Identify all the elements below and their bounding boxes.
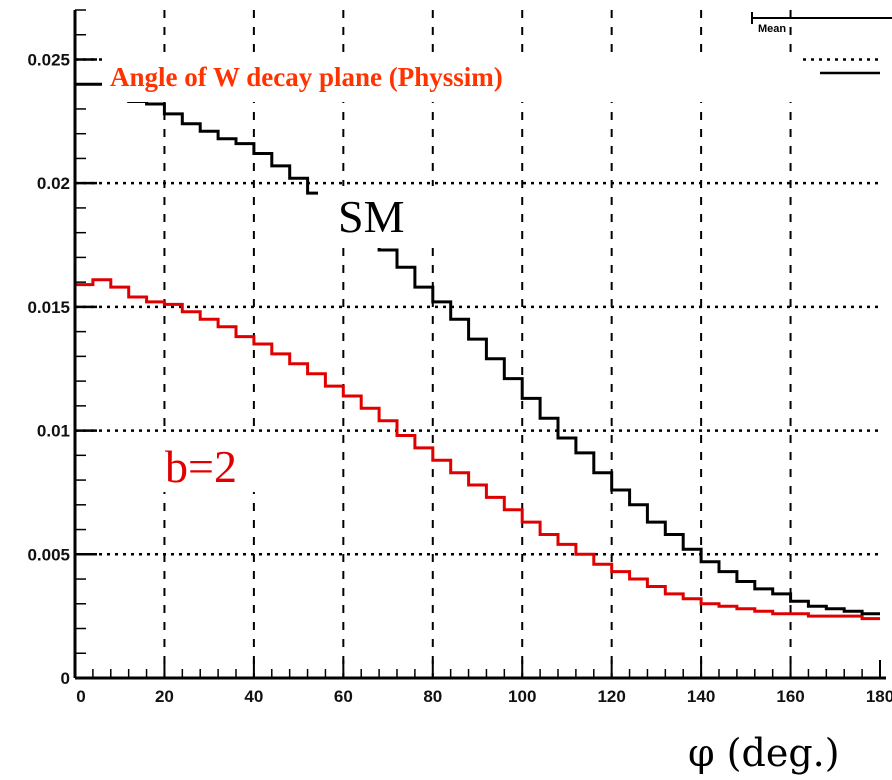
y-tick-label: 0 xyxy=(61,669,70,688)
x-tick-label: 120 xyxy=(597,687,625,706)
stats-box-label: Mean xyxy=(758,23,786,35)
x-tick-label: 0 xyxy=(76,687,85,706)
b2-annotation: b=2 xyxy=(165,441,237,492)
x-tick-label: 100 xyxy=(508,687,536,706)
x-tick-label: 40 xyxy=(244,687,263,706)
sm-annotation: SM xyxy=(338,191,404,242)
plot-frame xyxy=(73,10,886,680)
x-tick-label: 160 xyxy=(776,687,804,706)
series-sm-line xyxy=(75,82,880,616)
x-tick-label: 140 xyxy=(687,687,715,706)
series-layer xyxy=(75,82,880,621)
sm-label-background xyxy=(318,186,466,248)
x-axis-title: φ (deg.) xyxy=(688,731,840,775)
b2-label-background xyxy=(152,432,278,492)
series-b-2-line xyxy=(75,278,880,621)
x-tick-label: 60 xyxy=(334,687,353,706)
tick-labels: 0 20 40 60 80 100 120 140 160 180 0 0.005 0.01 0.015 0… xyxy=(27,50,892,706)
y-tick-label: 0.025 xyxy=(27,50,70,69)
axis-ticks xyxy=(74,9,881,680)
y-tick-label: 0.005 xyxy=(27,545,70,564)
chart-title: Angle of W decay plane (Physsim) xyxy=(110,62,503,92)
y-tick-label: 0.01 xyxy=(37,422,70,441)
x-tick-label: 80 xyxy=(423,687,442,706)
y-tick-label: 0.015 xyxy=(27,298,70,317)
x-tick-label: 180 xyxy=(866,687,892,706)
y-tick-label: 0.02 xyxy=(37,174,70,193)
title-background xyxy=(102,54,802,102)
x-tick-label: 20 xyxy=(155,687,174,706)
